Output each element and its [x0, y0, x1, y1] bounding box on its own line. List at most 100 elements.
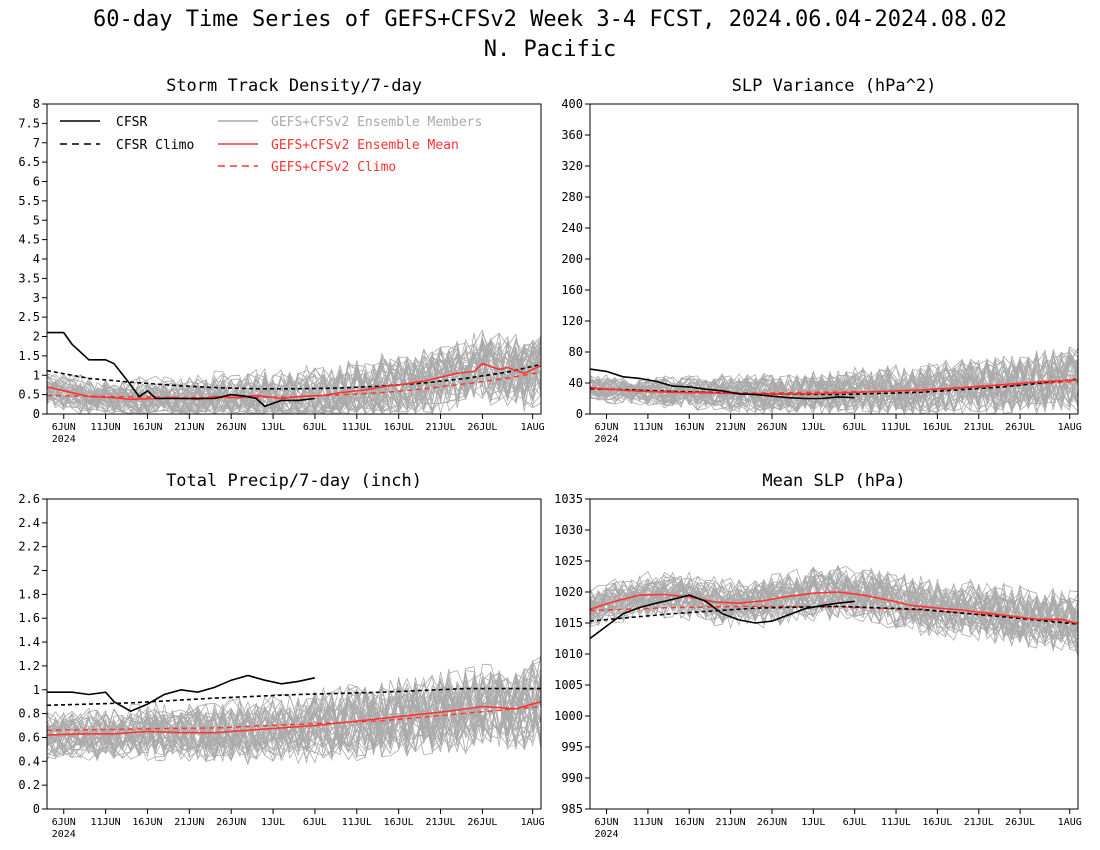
x-tick-label: 11JUL [881, 422, 911, 433]
x-tick-label: 11JUN [633, 422, 663, 433]
x-tick-label: 26JUL [1005, 422, 1035, 433]
y-tick-label: 320 [561, 159, 583, 173]
x-tick-label: 21JUN [716, 422, 746, 433]
y-tick-label: 400 [561, 97, 583, 111]
x-tick-label: 6JUL [843, 817, 867, 828]
ensemble-mean-line [590, 379, 1078, 395]
ensemble-member-line [590, 579, 1078, 647]
y-tick-label: 1.4 [18, 635, 40, 649]
model-climo-line [590, 605, 1078, 624]
y-tick-label: 200 [561, 252, 583, 266]
ensemble-member-line [47, 672, 541, 749]
x-tick-label: 11JUN [91, 422, 121, 433]
x-tick-label: 26JUN [216, 817, 246, 828]
ensemble-member-line [47, 351, 541, 414]
ensemble-member-line [47, 655, 541, 750]
y-tick-label: 7 [33, 136, 40, 150]
y-tick-label: 995 [561, 740, 583, 754]
x-tick-label: 21JUL [425, 422, 455, 433]
model-climo-line [590, 380, 1078, 394]
panel-3: Total Precip/7-day (inch)00.20.40.60.811… [18, 471, 544, 840]
x-tick-label: 21JUL [964, 817, 994, 828]
y-tick-label: 985 [561, 802, 583, 816]
cfsr-climo-line [590, 378, 1078, 396]
x-year-label: 2024 [594, 434, 618, 445]
x-tick-label: 16JUN [132, 817, 162, 828]
y-tick-label: 2.2 [18, 540, 40, 554]
main-title-line1: 60-day Time Series of GEFS+CFSv2 Week 3-… [93, 7, 1007, 32]
y-tick-label: 6 [33, 175, 40, 189]
y-tick-label: 2.4 [18, 516, 40, 530]
y-tick-label: 8 [33, 97, 40, 111]
y-tick-label: 1005 [554, 678, 583, 692]
x-tick-label: 1JUL [801, 817, 825, 828]
x-tick-label: 1AUG [1058, 422, 1082, 433]
ensemble-mean-line [47, 362, 541, 401]
y-tick-label: 0.5 [18, 388, 40, 402]
x-tick-label: 16JUL [922, 422, 952, 433]
panel-2: SLP Variance (hPa^2) 0 40 80 120 160 200 240 280… [561, 76, 1081, 445]
ensemble-mean-line [590, 591, 1078, 625]
y-tick-label: 990 [561, 771, 583, 785]
y-tick-label: 1 [33, 683, 40, 697]
x-tick-label: 6JUL [303, 422, 327, 433]
plot-area [47, 329, 541, 414]
ensemble-member-line [590, 356, 1078, 412]
y-tick-label: 40 [569, 376, 583, 390]
ensemble-member-line [590, 574, 1078, 642]
legend-model-climo-label: GEFS+CFSv2 Climo [271, 160, 396, 175]
cfsr-climo-line [47, 363, 541, 390]
y-tick-label: 0.8 [18, 707, 40, 721]
ensemble-members [47, 654, 541, 766]
x-year-label: 2024 [52, 434, 76, 445]
ensemble-members [590, 346, 1078, 414]
x-tick-label: 26JUL [1005, 817, 1035, 828]
panel-title: Mean SLP (hPa) [762, 471, 905, 491]
plot-area [47, 654, 541, 766]
x-tick-label: 11JUN [633, 817, 663, 828]
ensemble-member-line [47, 678, 541, 761]
y-tick-label: 4.5 [18, 233, 40, 247]
x-tick-label: 26JUL [467, 817, 497, 828]
x-tick-label: 6JUL [303, 817, 327, 828]
y-tick-label: 1020 [554, 585, 583, 599]
panel-title: Storm Track Density/7-day [166, 76, 422, 96]
ensemble-member-line [47, 340, 541, 414]
cfsr-climo-line [590, 605, 1078, 625]
cfsr-line [590, 594, 855, 640]
x-year-label: 2024 [52, 829, 76, 840]
ensemble-members [590, 564, 1078, 656]
y-tick-label: 1.2 [18, 659, 40, 673]
model-climo-line [47, 371, 541, 399]
y-tick-label: 1000 [554, 709, 583, 723]
y-tick-label: 80 [569, 345, 583, 359]
x-tick-label: 26JUN [216, 422, 246, 433]
cfsr-line [47, 674, 316, 713]
x-tick-label: 11JUL [342, 422, 372, 433]
y-tick-label: 2.6 [18, 492, 40, 506]
y-tick-label: 0.6 [18, 730, 40, 744]
y-tick-label: 0.2 [18, 778, 40, 792]
y-tick-label: 1010 [554, 647, 583, 661]
y-tick-label: 6.5 [18, 155, 40, 169]
y-tick-label: 1.5 [18, 349, 40, 363]
y-tick-label: 2 [33, 330, 40, 344]
legend: CFSR CFSR Climo GEFS+CFSv2 Ensemble Memb… [60, 115, 482, 175]
x-tick-label: 16JUL [384, 817, 414, 828]
ensemble-mean-line [47, 700, 541, 736]
ensemble-member-line [590, 346, 1078, 411]
y-tick-label: 3.5 [18, 271, 40, 285]
ensemble-member-line [47, 685, 541, 758]
y-tick-label: 0.4 [18, 754, 40, 768]
legend-mean-label: GEFS+CFSv2 Ensemble Mean [271, 138, 459, 153]
x-tick-label: 21JUL [964, 422, 994, 433]
y-tick-label: 240 [561, 221, 583, 235]
y-tick-label: 2.5 [18, 310, 40, 324]
y-tick-label: 5.5 [18, 194, 40, 208]
y-tick-label: 360 [561, 128, 583, 142]
legend-cfsr-label: CFSR [116, 115, 147, 130]
y-tick-label: 160 [561, 283, 583, 297]
model-climo-line [47, 705, 541, 731]
ensemble-member-line [590, 356, 1078, 411]
ensemble-member-line [47, 329, 541, 414]
